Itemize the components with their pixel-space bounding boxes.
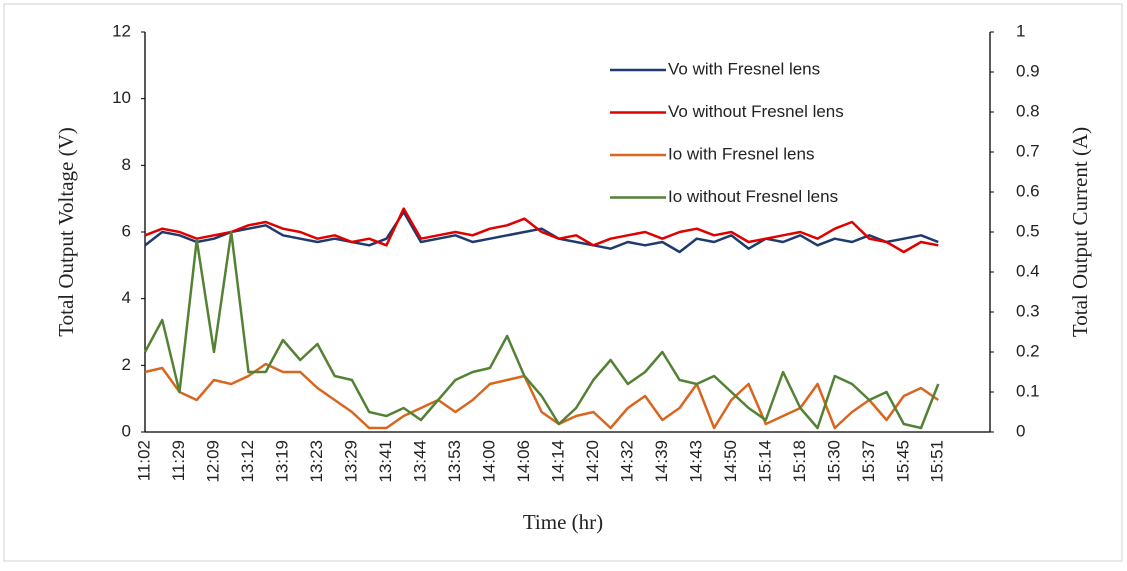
- y2-tick-label: 0.4: [1016, 261, 1040, 280]
- series-line: [144, 362, 939, 430]
- y-tick-label: 12: [112, 21, 131, 40]
- x-tick-label: 13:12: [238, 440, 257, 483]
- y2-tick-label: 0.3: [1016, 301, 1040, 320]
- y2-tick-label: 0.1: [1016, 381, 1040, 400]
- x-tick-label: 15:51: [928, 440, 947, 483]
- x-tick-label: 14:39: [652, 440, 671, 483]
- y2-tick-label: 0.6: [1016, 181, 1040, 200]
- y-tick-label: 0: [122, 421, 131, 440]
- y2-tick-label: 0: [1016, 421, 1025, 440]
- series-line: [144, 210, 939, 254]
- x-tick-label: 15:18: [790, 440, 809, 483]
- x-tick-label: 15:14: [755, 440, 774, 483]
- series-line: [144, 207, 939, 254]
- x-tick-label: 15:30: [824, 440, 843, 483]
- x-tick-label: 13:44: [410, 440, 429, 483]
- x-tick-label: 13:29: [341, 440, 360, 483]
- y2-tick-label: 0.9: [1016, 61, 1040, 80]
- x-axis-title: Time (hr): [523, 510, 603, 534]
- x-tick-label: 14:14: [548, 440, 567, 483]
- x-tick-label: 15:45: [893, 440, 912, 483]
- y2-tick-label: 0.7: [1016, 141, 1040, 160]
- y-tick-label: 2: [122, 355, 131, 374]
- x-tick-label: 12:09: [203, 440, 222, 483]
- x-tick-label: 13:41: [376, 440, 395, 483]
- x-tick-label: 13:53: [445, 440, 464, 483]
- x-tick-label: 14:20: [583, 440, 602, 483]
- x-tick-label: 14:00: [479, 440, 498, 483]
- x-tick-label: 11:29: [169, 440, 188, 481]
- y-axis-title: Total Output Voltage (V): [54, 127, 78, 336]
- x-tick-label: 13:19: [272, 440, 291, 483]
- legend-label: Io without Fresnel lens: [668, 187, 838, 206]
- y2-tick-label: 0.8: [1016, 101, 1040, 120]
- x-tick-label: 13:23: [307, 440, 326, 483]
- y-tick-label: 8: [122, 155, 131, 174]
- y2-tick-label: 1: [1016, 21, 1025, 40]
- chart-border: [3, 3, 1123, 562]
- x-tick-label: 14:06: [514, 440, 533, 483]
- y-tick-label: 10: [112, 88, 131, 107]
- x-tick-label: 14:43: [686, 440, 705, 483]
- y2-axis-title: Total Output Current (A): [1068, 127, 1092, 337]
- legend-label: Vo with Fresnel lens: [668, 59, 820, 78]
- y-tick-label: 6: [122, 221, 131, 240]
- y2-tick-label: 0.5: [1016, 221, 1040, 240]
- x-tick-label: 14:32: [617, 440, 636, 483]
- y2-tick-label: 0.2: [1016, 341, 1040, 360]
- series-line: [143, 230, 940, 430]
- x-tick-label: 14:50: [721, 440, 740, 483]
- x-tick-label: 11:02: [134, 440, 153, 481]
- y-tick-label: 4: [122, 288, 131, 307]
- legend-label: Io with Fresnel lens: [668, 144, 814, 163]
- x-tick-label: 15:37: [859, 440, 878, 483]
- legend-label: Vo without Fresnel lens: [668, 102, 844, 121]
